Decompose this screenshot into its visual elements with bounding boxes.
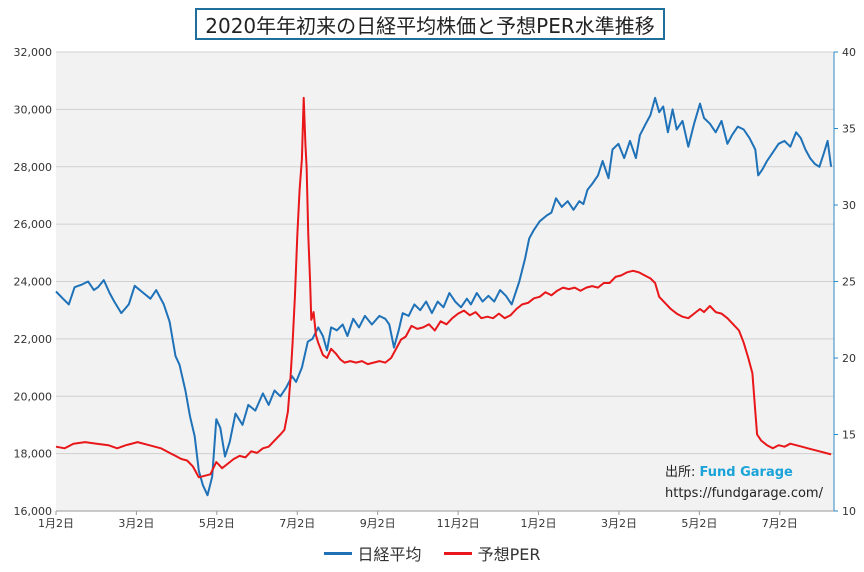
x-tick-label: 5月2日 [199, 517, 235, 530]
legend-label-nikkei: 日経平均 [357, 545, 422, 564]
y-right-tick-label: 40 [842, 46, 856, 59]
source-brand: Fund Garage [699, 465, 793, 480]
legend: 日経平均 予想PER [0, 541, 864, 565]
source-url[interactable]: https://fundgarage.com/ [665, 486, 823, 501]
y-right-tick-label: 10 [842, 505, 856, 518]
x-tick-label: 9月2日 [360, 517, 396, 530]
x-tick-label: 7月2日 [279, 517, 315, 530]
x-tick-label: 5月2日 [681, 517, 717, 530]
x-tick-label: 1月2日 [521, 517, 557, 530]
x-axis: 1月2日 3月2日 5月2日 7月2日 9月2日 11月2日 1月2日 3月2日 5月2日 7月2… [38, 510, 834, 530]
source-label: 出所: [665, 465, 696, 480]
y-left-tick-label: 30,000 [14, 103, 53, 116]
series-line-nikkei [55, 96, 833, 497]
x-tick-label: 3月2日 [601, 517, 637, 530]
legend-item-nikkei: 日経平均 [323, 541, 422, 565]
legend-swatch-nikkei [323, 551, 352, 555]
legend-item-per: 予想PER [443, 541, 541, 565]
legend-label-per: 予想PER [477, 545, 541, 564]
y-left-tick-label: 32,000 [14, 46, 53, 59]
y-right-tick-label: 15 [842, 429, 856, 442]
y-right-tick-label: 35 [842, 123, 856, 136]
y-left-tick-label: 18,000 [14, 448, 53, 461]
series-lines [55, 96, 833, 497]
y-left-tick-label: 16,000 [14, 505, 53, 518]
y-left-tick-label: 24,000 [14, 276, 53, 289]
x-tick-label: 7月2日 [762, 517, 798, 530]
y-left-tick-label: 28,000 [14, 161, 53, 174]
series-line-per [55, 96, 832, 479]
y-right-tick-label: 30 [842, 199, 856, 212]
right-axis: 10 15 20 25 30 35 40 [833, 46, 856, 518]
legend-swatch-per [443, 551, 472, 555]
chart-title-text: 2020年年初来の日経平均株価と予想PER水準推移 [205, 13, 655, 38]
chart-title: 2020年年初来の日経平均株価と予想PER水準推移 [195, 8, 665, 40]
y-left-tick-label: 26,000 [14, 218, 53, 231]
x-tick-label: 1月2日 [38, 517, 74, 530]
y-right-tick-label: 20 [842, 352, 856, 365]
source-note: 出所: Fund Garage https://fundgarage.com/ [665, 462, 823, 504]
y-right-tick-label: 25 [842, 276, 856, 289]
left-axis: 16,000 18,000 20,000 22,000 24,000 26,000 28,0… [14, 46, 53, 518]
source-line: 出所: Fund Garage [665, 462, 823, 483]
x-tick-label: 3月2日 [118, 517, 154, 530]
x-tick-label: 11月2日 [437, 517, 480, 530]
y-left-tick-label: 20,000 [14, 390, 53, 403]
y-left-tick-label: 22,000 [14, 333, 53, 346]
